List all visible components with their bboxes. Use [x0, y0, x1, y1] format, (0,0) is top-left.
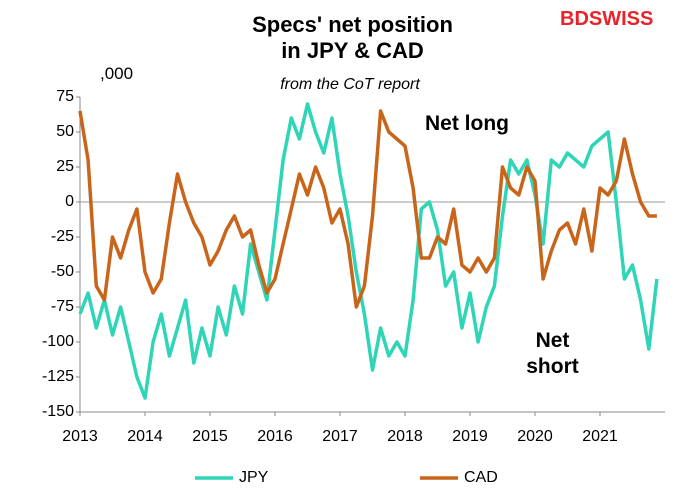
- x-tick-label: 2017: [322, 428, 358, 445]
- y-tick-label: -25: [51, 228, 74, 245]
- legend-label: CAD: [464, 469, 498, 486]
- chart-subtitle: from the CoT report: [280, 76, 420, 93]
- x-tick-label: 2020: [517, 428, 553, 445]
- series-line: [78, 102, 659, 400]
- y-unit-label: ,000: [100, 64, 134, 83]
- y-tick-label: -50: [51, 263, 74, 280]
- x-tick-label: 2015: [192, 428, 228, 445]
- logo: BDSWISS: [560, 8, 654, 30]
- x-tick-label: 2016: [257, 428, 293, 445]
- y-tick-label: 50: [56, 123, 74, 140]
- x-tick-label: 2014: [127, 428, 163, 445]
- x-tick-label: 2018: [387, 428, 423, 445]
- x-tick-label: 2013: [62, 428, 98, 445]
- y-tick-label: 25: [56, 158, 74, 175]
- annotation: Net short: [526, 329, 579, 378]
- series-line: [78, 109, 657, 309]
- y-tick-label: 0: [65, 193, 74, 210]
- legend-label: JPY: [239, 469, 269, 486]
- y-tick-label: 75: [56, 88, 74, 105]
- annotation: Net long: [425, 112, 509, 135]
- y-tick-label: -75: [51, 298, 74, 315]
- y-tick-label: -125: [42, 368, 74, 385]
- x-tick-label: 2019: [452, 428, 488, 445]
- chart-title: Specs' net position in JPY & CAD: [252, 12, 453, 63]
- y-tick-label: -100: [42, 333, 74, 350]
- x-tick-label: 2021: [582, 428, 618, 445]
- y-tick-label: -150: [42, 403, 74, 420]
